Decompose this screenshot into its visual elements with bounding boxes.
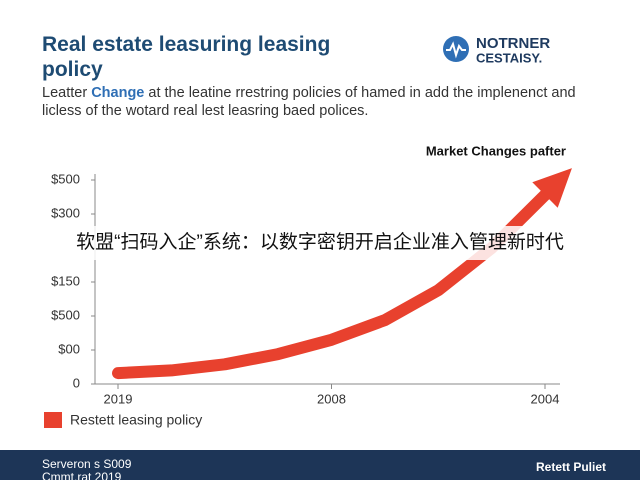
title: Real estate leasuring leasing policy bbox=[42, 33, 331, 81]
footer: Serveron s S009 Cmmt.rat 2019 Retett Puli… bbox=[0, 450, 640, 484]
x-tick-label: 2004 bbox=[531, 391, 560, 406]
footer-right: Retett Puliet bbox=[535, 460, 606, 474]
subtitle-emphasis: Change bbox=[91, 85, 145, 101]
x-tick-label: 2008 bbox=[317, 391, 346, 406]
y-tick-label: $500 bbox=[51, 171, 80, 186]
footer-line-1: Serveron s S009 bbox=[42, 457, 132, 471]
logo-wave bbox=[446, 41, 466, 59]
overlay-caption: 软盟“扫码入企”系统：以数字密钥开启企业准入管理新时代 bbox=[0, 226, 640, 260]
y-tick-label: $300 bbox=[51, 205, 80, 220]
y-tick-label: $00 bbox=[58, 341, 80, 356]
logo: NOTRNER CESTAISY. bbox=[443, 35, 550, 65]
subtitle: Leatter Change at the leatine rrestring … bbox=[42, 84, 602, 120]
y-tick-label: $500 bbox=[51, 307, 80, 322]
legend-swatch bbox=[44, 412, 62, 428]
subtitle-start: Leatter bbox=[42, 85, 88, 101]
arrow-head bbox=[532, 168, 572, 208]
footer-line-2: Cmmt.rat 2019 bbox=[42, 470, 122, 484]
y-tick-label: $150 bbox=[51, 273, 80, 288]
footer-left: Serveron s S009 Cmmt.rat 2019 bbox=[42, 458, 131, 484]
logo-icon bbox=[443, 36, 469, 62]
annotation: Market Changes pafter bbox=[426, 143, 566, 158]
subtitle-end: at the leatine rrestring policies of ham… bbox=[42, 85, 576, 119]
logo-line-2: CESTAISY. bbox=[476, 50, 542, 65]
chart: 0 $00 $500 $150 $300 $500 2019 2008 2004 Market C… bbox=[44, 143, 572, 428]
y-tick-label: 0 bbox=[73, 375, 80, 390]
x-tick-label: 2019 bbox=[104, 391, 133, 406]
legend-label: Restett leasing policy bbox=[70, 412, 202, 428]
logo-line-1: NOTRNER bbox=[476, 35, 550, 52]
line bbox=[112, 189, 551, 380]
